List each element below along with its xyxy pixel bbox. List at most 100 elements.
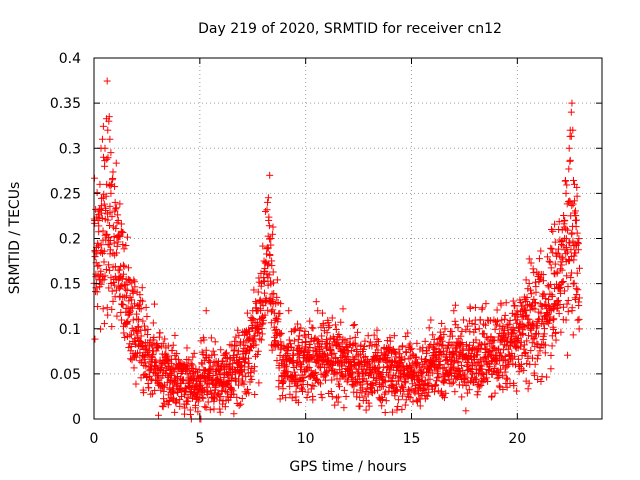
data-point	[562, 189, 570, 197]
data-point	[317, 390, 325, 398]
data-point	[270, 290, 278, 298]
data-point	[351, 321, 359, 329]
data-point	[266, 251, 274, 259]
data-point	[144, 351, 152, 359]
data-point	[97, 248, 105, 256]
data-point	[401, 401, 409, 409]
data-point	[202, 404, 210, 412]
data-point	[373, 342, 381, 350]
data-point	[169, 341, 177, 349]
data-point	[169, 380, 177, 388]
data-point	[382, 397, 390, 405]
data-point	[342, 393, 350, 401]
data-point	[260, 278, 268, 286]
data-point	[137, 305, 145, 313]
data-point	[221, 403, 229, 411]
data-point	[211, 351, 219, 359]
data-point	[216, 396, 224, 404]
data-point	[93, 189, 101, 197]
data-point	[269, 223, 277, 231]
data-point	[102, 192, 110, 200]
data-point	[548, 245, 556, 253]
data-point	[114, 211, 122, 219]
data-point	[520, 345, 528, 353]
data-point	[209, 394, 217, 402]
data-point	[451, 317, 459, 325]
data-point	[136, 357, 144, 365]
y-tick-label: 0.25	[50, 186, 81, 202]
data-point	[218, 387, 226, 395]
data-point	[105, 284, 113, 292]
y-tick-label: 0.4	[59, 51, 81, 67]
data-point	[112, 204, 120, 212]
data-point	[150, 300, 158, 308]
data-point	[168, 346, 176, 354]
data-point	[572, 223, 580, 231]
data-point	[124, 317, 132, 325]
data-point	[308, 381, 316, 389]
data-point	[107, 149, 115, 157]
data-point	[164, 342, 172, 350]
data-point	[153, 339, 161, 347]
data-point	[378, 402, 386, 410]
data-point	[104, 126, 112, 134]
data-point	[183, 344, 191, 352]
data-point	[141, 322, 149, 330]
data-point	[201, 403, 209, 411]
data-point	[96, 206, 104, 214]
data-point	[154, 411, 162, 419]
data-point	[261, 207, 269, 215]
data-point	[325, 322, 333, 330]
data-point	[214, 389, 222, 397]
data-point	[187, 360, 195, 368]
data-point	[127, 303, 135, 311]
data-point	[547, 365, 555, 373]
data-point	[268, 262, 276, 270]
data-point	[132, 380, 140, 388]
data-point	[103, 230, 111, 238]
data-point	[98, 214, 106, 222]
data-point	[495, 382, 503, 390]
data-point	[159, 383, 167, 391]
x-tick-label: 0	[90, 431, 99, 447]
data-point	[211, 338, 219, 346]
data-point	[399, 342, 407, 350]
data-point	[364, 332, 372, 340]
data-point	[491, 389, 499, 397]
data-point	[190, 349, 198, 357]
data-point	[509, 297, 517, 305]
data-point	[273, 276, 281, 284]
data-point	[405, 355, 413, 363]
data-point	[356, 402, 364, 410]
data-point	[209, 363, 217, 371]
data-point	[425, 324, 433, 332]
data-point	[550, 315, 558, 323]
data-point	[100, 320, 108, 328]
data-point	[480, 320, 488, 328]
data-point	[172, 377, 180, 385]
data-point	[232, 333, 240, 341]
data-point	[223, 389, 231, 397]
data-point	[138, 284, 146, 292]
data-point	[129, 287, 137, 295]
data-point	[309, 324, 317, 332]
data-point	[574, 286, 582, 294]
data-point	[549, 227, 557, 235]
data-point	[475, 325, 483, 333]
data-point	[198, 360, 206, 368]
x-axis-label: GPS time / hours	[289, 459, 406, 475]
data-point	[122, 242, 130, 250]
y-tick-label: 0.05	[50, 367, 81, 383]
data-point	[556, 265, 564, 273]
data-point	[237, 400, 245, 408]
data-point	[279, 385, 287, 393]
data-point	[218, 358, 226, 366]
data-point	[97, 241, 105, 249]
data-point	[139, 297, 147, 305]
data-point	[180, 410, 188, 418]
data-point	[168, 371, 176, 379]
data-point	[548, 342, 556, 350]
data-point	[194, 397, 202, 405]
data-point	[120, 262, 128, 270]
data-point	[108, 305, 116, 313]
